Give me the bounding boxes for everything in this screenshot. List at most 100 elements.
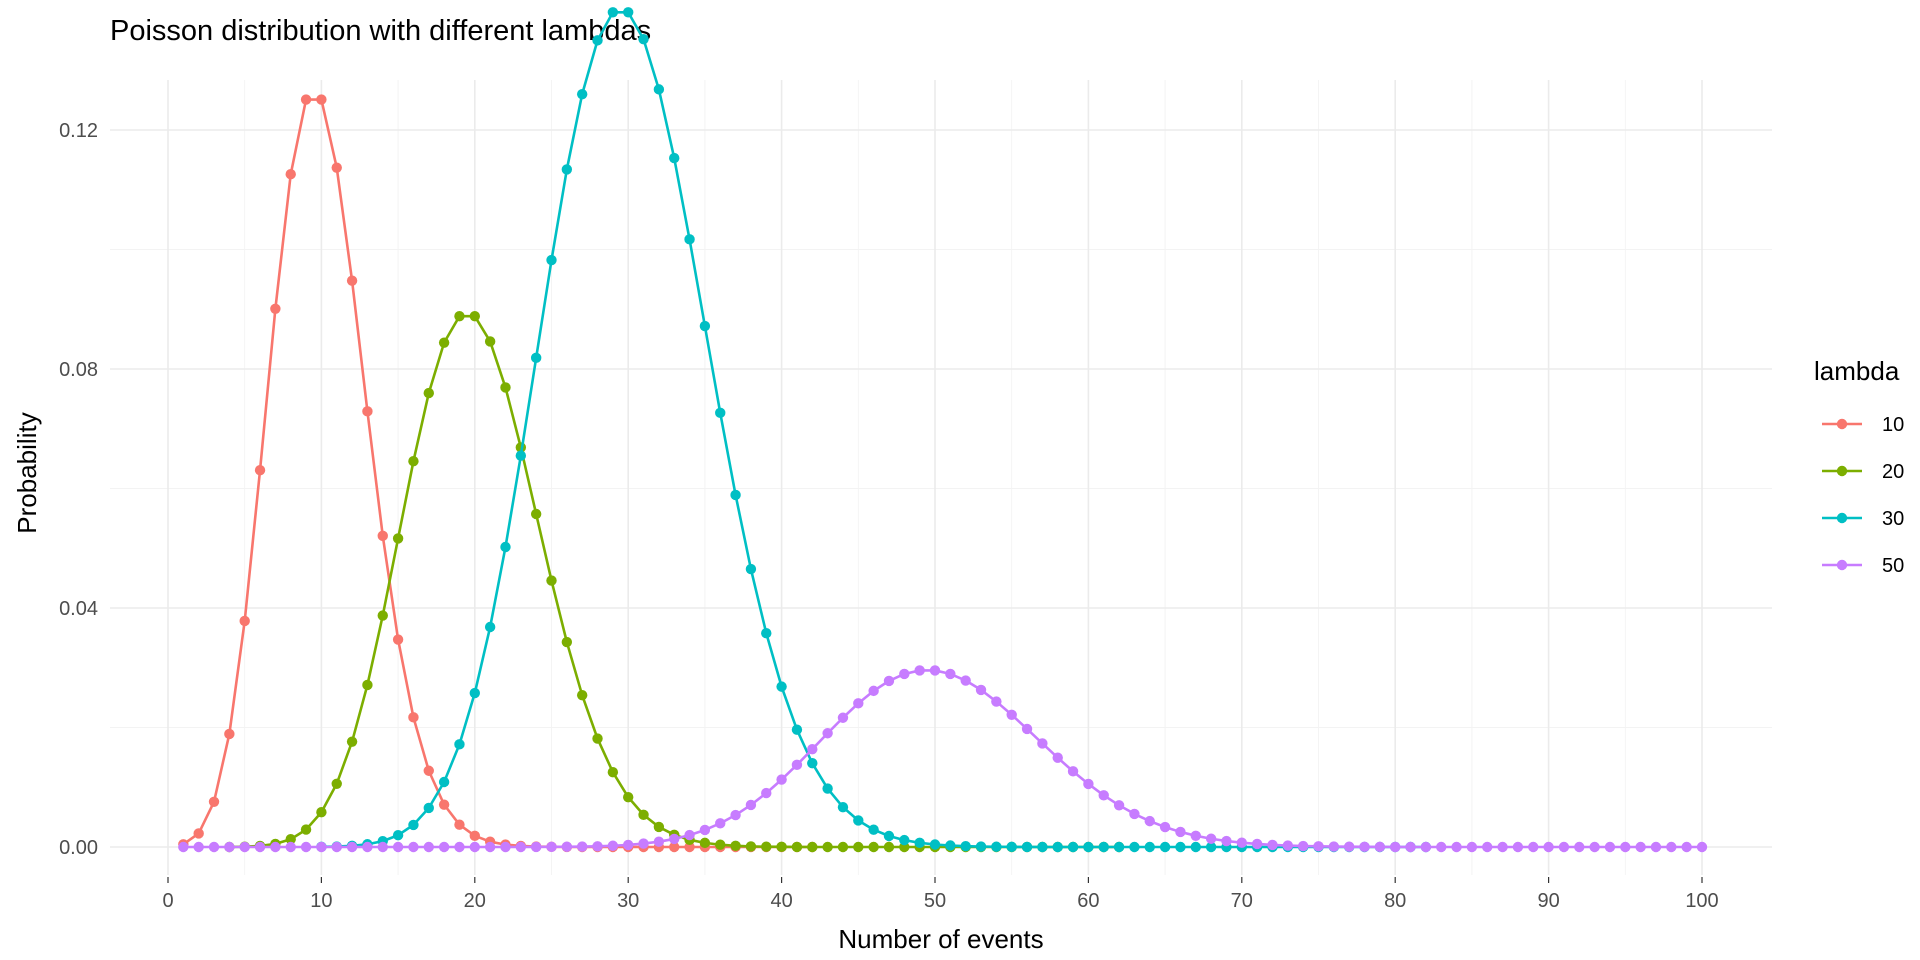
data-point bbox=[1282, 840, 1294, 851]
data-point bbox=[975, 841, 987, 852]
data-point bbox=[316, 807, 327, 818]
data-point bbox=[1635, 841, 1646, 853]
data-point bbox=[1006, 709, 1017, 720]
data-point bbox=[1405, 841, 1416, 853]
chart-title: Poisson distribution with different lamb… bbox=[110, 15, 651, 47]
data-point bbox=[837, 712, 849, 723]
data-point bbox=[1696, 841, 1708, 853]
data-point bbox=[960, 840, 971, 852]
data-point bbox=[178, 841, 189, 853]
legend-key-50 bbox=[1822, 559, 1862, 571]
data-point bbox=[822, 783, 833, 794]
data-point bbox=[270, 303, 281, 314]
legend-key-30 bbox=[1822, 512, 1862, 524]
data-point bbox=[316, 841, 327, 853]
data-point bbox=[530, 508, 542, 520]
data-point bbox=[699, 320, 711, 332]
data-point bbox=[1052, 841, 1063, 853]
data-point bbox=[914, 665, 925, 676]
data-point bbox=[392, 634, 404, 645]
data-point bbox=[469, 830, 480, 842]
data-point bbox=[868, 824, 879, 835]
data-point bbox=[500, 382, 511, 393]
data-point bbox=[454, 819, 465, 830]
series-layer bbox=[178, 7, 1708, 853]
data-point bbox=[807, 743, 818, 755]
y-axis: 0.00 0.04 0.08 0.12 bbox=[59, 120, 98, 859]
data-point bbox=[300, 824, 312, 835]
data-point bbox=[745, 799, 757, 811]
data-point bbox=[929, 665, 941, 676]
legend-key-point bbox=[1836, 465, 1848, 477]
data-point bbox=[1650, 841, 1662, 853]
data-point bbox=[1574, 841, 1585, 853]
data-point bbox=[530, 352, 542, 364]
data-point bbox=[1144, 841, 1155, 853]
data-point bbox=[423, 841, 434, 853]
data-point bbox=[392, 841, 404, 853]
data-point bbox=[408, 841, 419, 853]
legend-key-point bbox=[1836, 418, 1848, 430]
data-point bbox=[822, 728, 833, 739]
data-point bbox=[392, 830, 404, 841]
data-point bbox=[853, 841, 864, 853]
data-point bbox=[224, 728, 235, 740]
data-point bbox=[1543, 841, 1554, 853]
data-point bbox=[1420, 841, 1432, 853]
legend-label: 10 bbox=[1882, 414, 1904, 436]
data-point bbox=[607, 7, 619, 18]
data-point bbox=[1205, 841, 1217, 853]
data-point bbox=[776, 681, 787, 692]
data-point bbox=[285, 834, 296, 845]
x-tick-label: 20 bbox=[464, 890, 486, 912]
y-tick-label: 0.08 bbox=[59, 359, 98, 381]
legend-label: 20 bbox=[1882, 461, 1904, 483]
data-point bbox=[469, 687, 480, 699]
data-point bbox=[408, 455, 419, 467]
data-point bbox=[669, 152, 680, 164]
data-point bbox=[438, 776, 450, 788]
data-point bbox=[684, 841, 695, 853]
data-point bbox=[1221, 835, 1232, 847]
data-point bbox=[1175, 841, 1186, 853]
x-tick-label: 70 bbox=[1231, 890, 1253, 912]
data-point bbox=[638, 809, 649, 821]
data-point bbox=[684, 829, 695, 841]
data-point bbox=[576, 689, 588, 701]
data-point bbox=[1497, 841, 1508, 853]
data-point bbox=[1297, 840, 1309, 852]
data-point bbox=[208, 796, 220, 807]
data-point bbox=[592, 841, 603, 852]
data-point bbox=[945, 840, 956, 851]
data-point bbox=[638, 838, 649, 849]
data-point bbox=[1328, 841, 1340, 852]
data-point bbox=[883, 830, 895, 842]
legend-key-10 bbox=[1822, 418, 1862, 430]
data-point bbox=[837, 841, 849, 853]
legend-key-point bbox=[1836, 512, 1848, 524]
data-point bbox=[438, 799, 450, 810]
data-point bbox=[484, 336, 496, 347]
legend-title: lambda bbox=[1814, 356, 1900, 386]
data-point bbox=[1067, 766, 1079, 777]
data-point bbox=[546, 841, 557, 853]
data-point bbox=[515, 450, 527, 461]
data-point bbox=[623, 839, 634, 851]
data-point bbox=[1190, 841, 1201, 853]
data-point bbox=[669, 833, 680, 845]
data-point bbox=[423, 802, 434, 814]
data-point bbox=[853, 698, 864, 709]
data-point bbox=[331, 778, 342, 789]
data-point bbox=[377, 841, 388, 853]
data-point bbox=[837, 801, 849, 813]
data-point bbox=[285, 841, 296, 853]
data-point bbox=[346, 841, 358, 853]
data-point bbox=[715, 407, 726, 419]
data-point bbox=[500, 541, 511, 553]
series-line-50 bbox=[182, 669, 1704, 849]
data-point bbox=[853, 815, 864, 826]
data-point bbox=[715, 839, 726, 850]
data-point bbox=[1113, 841, 1125, 853]
